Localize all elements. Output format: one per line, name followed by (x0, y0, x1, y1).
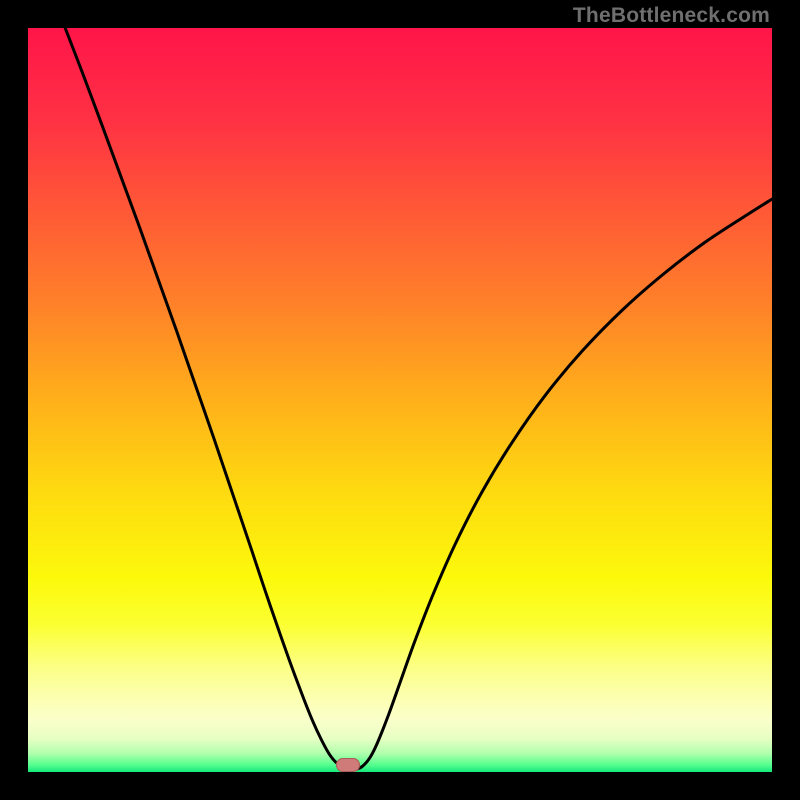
minimum-marker (336, 758, 360, 772)
watermark-label: TheBottleneck.com (573, 4, 770, 28)
chart-container: TheBottleneck.com (0, 0, 800, 800)
bottleneck-curve (65, 28, 772, 769)
curve-layer (28, 28, 772, 772)
plot-area (28, 28, 772, 772)
